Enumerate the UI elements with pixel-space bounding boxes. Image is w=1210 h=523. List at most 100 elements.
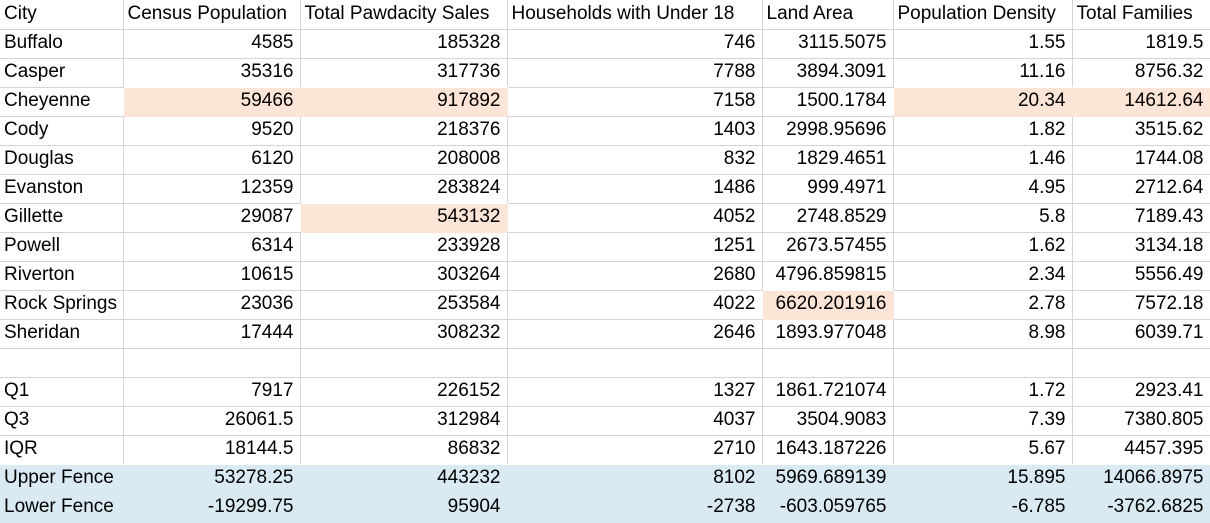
cell-households-with-under-18[interactable]: 2680 [507,261,763,291]
cell-total-pawdacity-sales[interactable]: 226152 [300,377,508,407]
cell-census-population[interactable]: 6314 [123,232,301,262]
column-header-census-population[interactable]: Census Population [123,0,301,30]
cell-population-density[interactable] [893,348,1073,378]
cell-land-area[interactable]: 3115.5075 [762,29,894,59]
cell-census-population[interactable]: -19299.75 [123,493,301,523]
cell-households-with-under-18[interactable]: 7788 [507,58,763,88]
column-header-city[interactable]: City [0,0,124,30]
cell-population-density[interactable]: 11.16 [893,58,1073,88]
cell-census-population[interactable]: 7917 [123,377,301,407]
cell-land-area[interactable] [762,348,894,378]
cell-total-pawdacity-sales[interactable]: 543132 [300,203,508,233]
cell-total-families[interactable] [1072,348,1210,378]
cell-households-with-under-18[interactable]: 832 [507,145,763,175]
cell-total-families[interactable]: 3515.62 [1072,116,1210,146]
row-label-cell[interactable]: IQR [0,435,124,465]
row-label-cell[interactable] [0,348,124,378]
cell-total-pawdacity-sales[interactable]: 218376 [300,116,508,146]
cell-total-pawdacity-sales[interactable]: 312984 [300,406,508,436]
cell-population-density[interactable]: 1.62 [893,232,1073,262]
cell-census-population[interactable]: 17444 [123,319,301,349]
cell-total-families[interactable]: 7380.805 [1072,406,1210,436]
cell-total-families[interactable]: 14066.8975 [1072,464,1210,494]
cell-census-population[interactable]: 35316 [123,58,301,88]
cell-total-pawdacity-sales[interactable]: 208008 [300,145,508,175]
cell-total-families[interactable]: 8756.32 [1072,58,1210,88]
cell-population-density[interactable]: -6.785 [893,493,1073,523]
column-header-total-families[interactable]: Total Families [1072,0,1210,30]
cell-total-families[interactable]: -3762.6825 [1072,493,1210,523]
row-label-cell[interactable]: Riverton [0,261,124,291]
cell-total-pawdacity-sales[interactable]: 917892 [300,87,508,117]
cell-total-pawdacity-sales[interactable]: 253584 [300,290,508,320]
cell-population-density[interactable]: 2.34 [893,261,1073,291]
cell-land-area[interactable]: 999.4971 [762,174,894,204]
cell-households-with-under-18[interactable]: 4022 [507,290,763,320]
cell-households-with-under-18[interactable] [507,348,763,378]
cell-census-population[interactable]: 29087 [123,203,301,233]
cell-census-population[interactable]: 23036 [123,290,301,320]
cell-total-pawdacity-sales[interactable]: 185328 [300,29,508,59]
cell-households-with-under-18[interactable]: 1403 [507,116,763,146]
row-label-cell[interactable]: Buffalo [0,29,124,59]
column-header-land-area[interactable]: Land Area [762,0,894,30]
cell-land-area[interactable]: 2998.95696 [762,116,894,146]
cell-land-area[interactable]: 2673.57455 [762,232,894,262]
row-label-cell[interactable]: Upper Fence [0,464,124,494]
row-label-cell[interactable]: Gillette [0,203,124,233]
cell-land-area[interactable]: 3894.3091 [762,58,894,88]
cell-total-families[interactable]: 3134.18 [1072,232,1210,262]
cell-census-population[interactable]: 59466 [123,87,301,117]
cell-census-population[interactable]: 4585 [123,29,301,59]
cell-households-with-under-18[interactable]: 746 [507,29,763,59]
column-header-total-pawdacity-sales[interactable]: Total Pawdacity Sales [300,0,508,30]
cell-census-population[interactable]: 26061.5 [123,406,301,436]
row-label-cell[interactable]: Rock Springs [0,290,124,320]
cell-total-families[interactable]: 2923.41 [1072,377,1210,407]
row-label-cell[interactable]: Cheyenne [0,87,124,117]
cell-households-with-under-18[interactable]: 7158 [507,87,763,117]
cell-census-population[interactable]: 18144.5 [123,435,301,465]
column-header-households-with-under-18[interactable]: Households with Under 18 [507,0,763,30]
cell-population-density[interactable]: 20.34 [893,87,1073,117]
cell-total-families[interactable]: 1744.08 [1072,145,1210,175]
cell-population-density[interactable]: 5.8 [893,203,1073,233]
cell-total-families[interactable]: 2712.64 [1072,174,1210,204]
cell-land-area[interactable]: 1893.977048 [762,319,894,349]
cell-total-pawdacity-sales[interactable]: 233928 [300,232,508,262]
cell-land-area[interactable]: 1829.4651 [762,145,894,175]
cell-census-population[interactable]: 6120 [123,145,301,175]
cell-total-families[interactable]: 5556.49 [1072,261,1210,291]
cell-households-with-under-18[interactable]: 8102 [507,464,763,494]
cell-land-area[interactable]: 5969.689139 [762,464,894,494]
cell-total-families[interactable]: 14612.64 [1072,87,1210,117]
cell-total-families[interactable]: 4457.395 [1072,435,1210,465]
cell-land-area[interactable]: 1643.187226 [762,435,894,465]
row-label-cell[interactable]: Sheridan [0,319,124,349]
cell-census-population[interactable]: 53278.25 [123,464,301,494]
cell-total-families[interactable]: 7189.43 [1072,203,1210,233]
cell-population-density[interactable]: 15.895 [893,464,1073,494]
cell-population-density[interactable]: 2.78 [893,290,1073,320]
cell-households-with-under-18[interactable]: 4052 [507,203,763,233]
cell-population-density[interactable]: 4.95 [893,174,1073,204]
cell-land-area[interactable]: 2748.8529 [762,203,894,233]
cell-census-population[interactable] [123,348,301,378]
cell-households-with-under-18[interactable]: 2710 [507,435,763,465]
cell-population-density[interactable]: 1.46 [893,145,1073,175]
row-label-cell[interactable]: Powell [0,232,124,262]
cell-population-density[interactable]: 5.67 [893,435,1073,465]
cell-households-with-under-18[interactable]: -2738 [507,493,763,523]
cell-census-population[interactable]: 10615 [123,261,301,291]
cell-land-area[interactable]: 1861.721074 [762,377,894,407]
cell-total-families[interactable]: 1819.5 [1072,29,1210,59]
cell-total-pawdacity-sales[interactable]: 86832 [300,435,508,465]
cell-population-density[interactable]: 1.82 [893,116,1073,146]
row-label-cell[interactable]: Casper [0,58,124,88]
row-label-cell[interactable]: Douglas [0,145,124,175]
cell-population-density[interactable]: 1.72 [893,377,1073,407]
cell-land-area[interactable]: 6620.201916 [762,290,894,320]
row-label-cell[interactable]: Lower Fence [0,493,124,523]
cell-total-families[interactable]: 7572.18 [1072,290,1210,320]
cell-total-pawdacity-sales[interactable]: 303264 [300,261,508,291]
